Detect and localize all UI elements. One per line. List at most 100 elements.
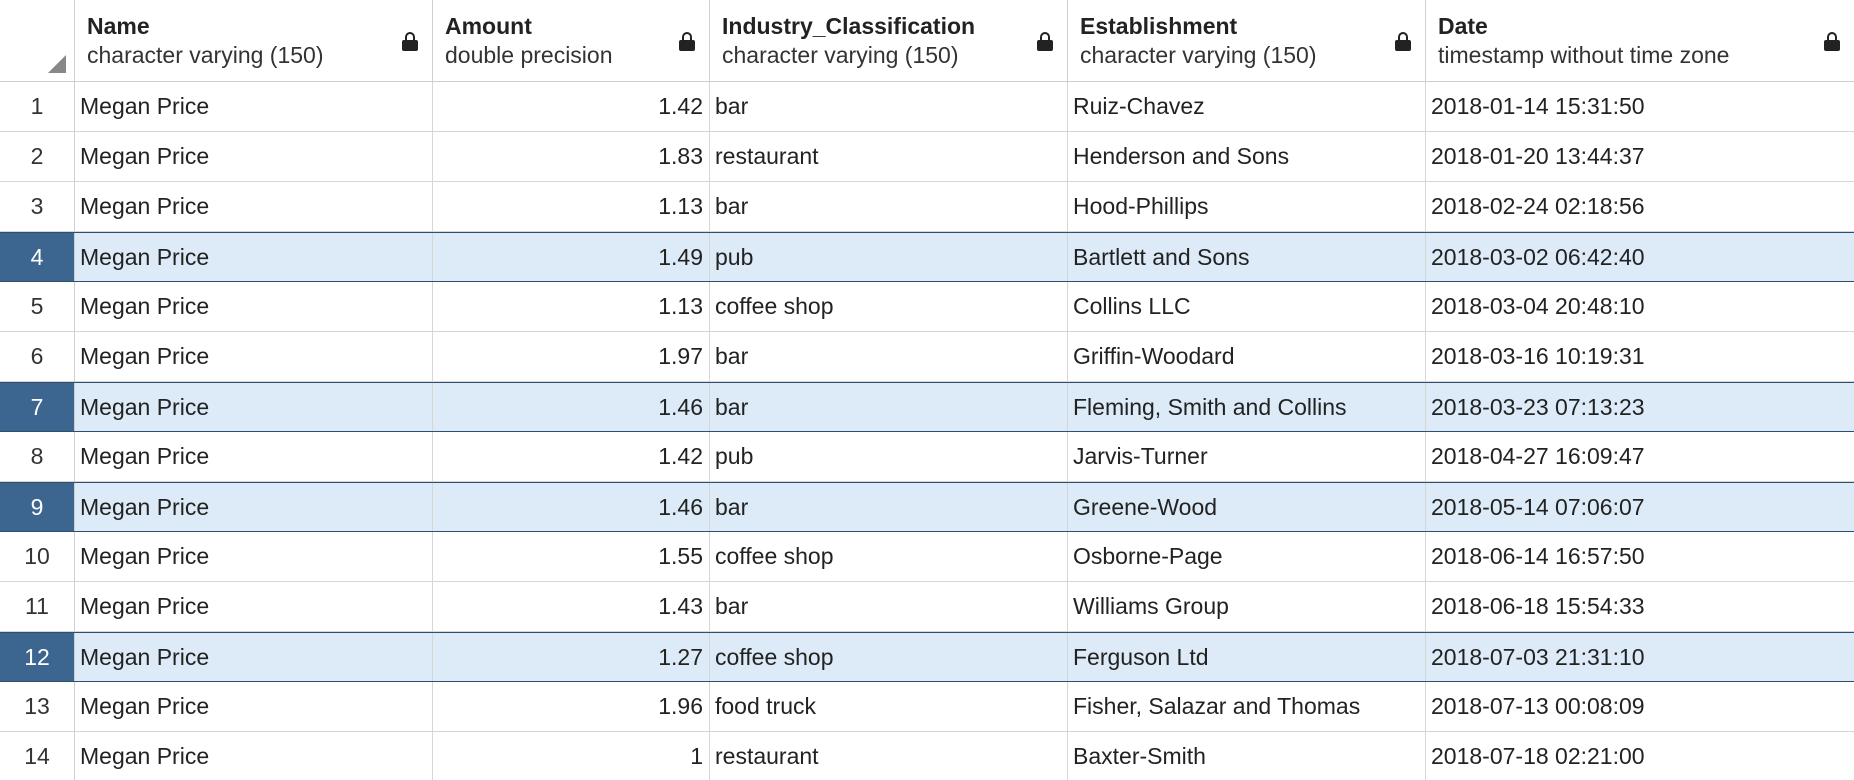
cell-industry[interactable]: bar — [710, 582, 1068, 631]
row-number[interactable]: 12 — [0, 633, 75, 681]
cell-date[interactable]: 2018-07-03 21:31:10 — [1431, 643, 1645, 670]
cell-name[interactable]: Megan Price — [75, 383, 433, 431]
table-row[interactable]: 13 Megan Price 1.96 food truck Fisher, Salaz… — [0, 682, 1854, 732]
cell-name[interactable]: Megan Price — [75, 732, 433, 780]
table-row[interactable]: 5 Megan Price 1.13 coffee shop Collins LLC 20… — [0, 282, 1854, 332]
cell-date[interactable]: 2018-06-18 15:54:33 — [1431, 593, 1645, 619]
cell-establishment[interactable]: Ferguson Ltd — [1068, 633, 1426, 681]
row-number[interactable]: 7 — [0, 383, 75, 431]
cell-establishment[interactable]: Hood-Phillips — [1068, 182, 1426, 231]
select-all-corner[interactable] — [0, 0, 75, 81]
cell-industry[interactable]: pub — [710, 233, 1068, 281]
cell-date[interactable]: 2018-04-27 16:09:47 — [1431, 443, 1645, 469]
cell-industry[interactable]: food truck — [710, 682, 1068, 731]
row-number[interactable]: 14 — [0, 732, 75, 780]
cell-name[interactable]: Megan Price — [75, 332, 433, 381]
table-row[interactable]: 14 Megan Price 1 restaurant Baxter-Smith 2018… — [0, 732, 1854, 780]
cell-establishment[interactable]: Fleming, Smith and Collins — [1068, 383, 1426, 431]
table-row[interactable]: 8 Megan Price 1.42 pub Jarvis-Turner 2018-04-… — [0, 432, 1854, 482]
cell-industry[interactable]: restaurant — [710, 732, 1068, 780]
cell-industry[interactable]: bar — [710, 182, 1068, 231]
cell-amount[interactable]: 1.55 — [433, 532, 710, 581]
cell-name[interactable]: Megan Price — [75, 82, 433, 131]
cell-date[interactable]: 2018-03-16 10:19:31 — [1431, 343, 1645, 369]
row-number[interactable]: 6 — [0, 332, 75, 381]
cell-date[interactable]: 2018-07-13 00:08:09 — [1431, 693, 1645, 719]
cell-amount[interactable]: 1.42 — [433, 432, 710, 481]
cell-date[interactable]: 2018-02-24 02:18:56 — [1431, 193, 1645, 219]
cell-industry[interactable]: restaurant — [710, 132, 1068, 181]
cell-amount[interactable]: 1.13 — [433, 182, 710, 231]
cell-name[interactable]: Megan Price — [75, 483, 433, 531]
cell-amount[interactable]: 1.97 — [433, 332, 710, 381]
cell-establishment[interactable]: Osborne-Page — [1068, 532, 1426, 581]
cell-establishment[interactable]: Baxter-Smith — [1068, 732, 1426, 780]
cell-establishment[interactable]: Ruiz-Chavez — [1068, 82, 1426, 131]
row-number[interactable]: 3 — [0, 182, 75, 231]
cell-amount[interactable]: 1.43 — [433, 582, 710, 631]
cell-establishment[interactable]: Bartlett and Sons — [1068, 233, 1426, 281]
cell-industry[interactable]: coffee shop — [710, 282, 1068, 331]
table-row[interactable]: 9 Megan Price 1.46 bar Greene-Wood 2018-05-14… — [0, 482, 1854, 532]
cell-establishment[interactable]: Griffin-Woodard — [1068, 332, 1426, 381]
cell-date[interactable]: 2018-05-14 07:06:07 — [1431, 493, 1645, 520]
column-header-date[interactable]: Date timestamp without time zone — [1426, 0, 1854, 81]
cell-name[interactable]: Megan Price — [75, 282, 433, 331]
row-number[interactable]: 9 — [0, 483, 75, 531]
cell-date[interactable]: 2018-06-14 16:57:50 — [1431, 543, 1645, 569]
cell-name[interactable]: Megan Price — [75, 432, 433, 481]
cell-amount[interactable]: 1.27 — [433, 633, 710, 681]
cell-establishment[interactable]: Williams Group — [1068, 582, 1426, 631]
table-row[interactable]: 7 Megan Price 1.46 bar Fleming, Smith and Co… — [0, 382, 1854, 432]
column-header-amount[interactable]: Amount double precision — [433, 0, 710, 81]
row-number[interactable]: 10 — [0, 532, 75, 581]
cell-date[interactable]: 2018-03-04 20:48:10 — [1431, 293, 1645, 319]
row-number[interactable]: 5 — [0, 282, 75, 331]
column-header-name[interactable]: Name character varying (150) — [75, 0, 433, 81]
cell-amount[interactable]: 1.46 — [433, 483, 710, 531]
cell-industry[interactable]: bar — [710, 483, 1068, 531]
cell-date[interactable]: 2018-01-20 13:44:37 — [1431, 143, 1645, 169]
row-number[interactable]: 1 — [0, 82, 75, 131]
cell-name[interactable]: Megan Price — [75, 233, 433, 281]
cell-amount[interactable]: 1 — [433, 732, 710, 780]
cell-industry[interactable]: coffee shop — [710, 633, 1068, 681]
row-number[interactable]: 2 — [0, 132, 75, 181]
cell-date[interactable]: 2018-03-02 06:42:40 — [1431, 243, 1645, 270]
cell-amount[interactable]: 1.42 — [433, 82, 710, 131]
cell-industry[interactable]: coffee shop — [710, 532, 1068, 581]
cell-establishment[interactable]: Fisher, Salazar and Thomas — [1068, 682, 1426, 731]
cell-establishment[interactable]: Greene-Wood — [1068, 483, 1426, 531]
table-row[interactable]: 3 Megan Price 1.13 bar Hood-Phillips 2018-02-… — [0, 182, 1854, 232]
cell-industry[interactable]: pub — [710, 432, 1068, 481]
row-number[interactable]: 13 — [0, 682, 75, 731]
cell-amount[interactable]: 1.49 — [433, 233, 710, 281]
row-number[interactable]: 11 — [0, 582, 75, 631]
cell-establishment[interactable]: Henderson and Sons — [1068, 132, 1426, 181]
column-header-industry[interactable]: Industry_Classification character varyin… — [710, 0, 1068, 81]
table-row[interactable]: 4 Megan Price 1.49 pub Bartlett and Sons 2018… — [0, 232, 1854, 282]
cell-name[interactable]: Megan Price — [75, 532, 433, 581]
table-row[interactable]: 1 Megan Price 1.42 bar Ruiz-Chavez 2018-01-14… — [0, 82, 1854, 132]
table-row[interactable]: 10 Megan Price 1.55 coffee shop Osborne-Page… — [0, 532, 1854, 582]
table-row[interactable]: 12 Megan Price 1.27 coffee shop Ferguson Ltd… — [0, 632, 1854, 682]
cell-date[interactable]: 2018-01-14 15:31:50 — [1431, 93, 1645, 119]
cell-amount[interactable]: 1.46 — [433, 383, 710, 431]
cell-date[interactable]: 2018-03-23 07:13:23 — [1431, 393, 1645, 420]
row-number[interactable]: 4 — [0, 233, 75, 281]
cell-name[interactable]: Megan Price — [75, 682, 433, 731]
cell-amount[interactable]: 1.13 — [433, 282, 710, 331]
cell-date[interactable]: 2018-07-18 02:21:00 — [1431, 743, 1645, 769]
cell-amount[interactable]: 1.96 — [433, 682, 710, 731]
cell-establishment[interactable]: Jarvis-Turner — [1068, 432, 1426, 481]
cell-amount[interactable]: 1.83 — [433, 132, 710, 181]
cell-name[interactable]: Megan Price — [75, 182, 433, 231]
row-number[interactable]: 8 — [0, 432, 75, 481]
cell-industry[interactable]: bar — [710, 82, 1068, 131]
cell-establishment[interactable]: Collins LLC — [1068, 282, 1426, 331]
cell-name[interactable]: Megan Price — [75, 132, 433, 181]
cell-industry[interactable]: bar — [710, 332, 1068, 381]
column-header-establishment[interactable]: Establishment character varying (150) — [1068, 0, 1426, 81]
cell-name[interactable]: Megan Price — [75, 633, 433, 681]
